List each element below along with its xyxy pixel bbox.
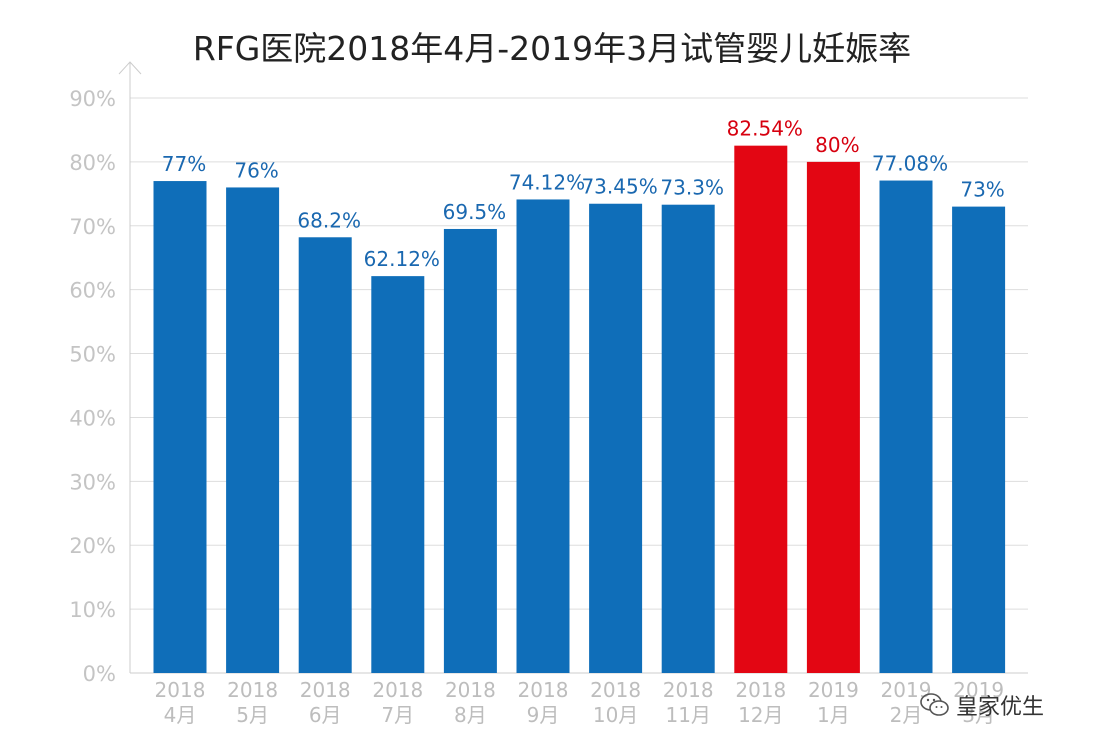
bar <box>298 237 352 673</box>
data-label: 62.12% <box>364 247 440 271</box>
data-label: 68.2% <box>297 208 361 232</box>
data-label: 73% <box>960 178 1004 202</box>
x-tick-label-year: 2018 <box>663 678 714 702</box>
grid-lines <box>130 97 1028 610</box>
x-tick-label-year: 2018 <box>372 678 423 702</box>
bar <box>589 203 643 673</box>
x-tick-label-year: 2018 <box>155 678 206 702</box>
data-label: 73.45% <box>581 175 657 199</box>
x-tick-label-month: 6月 <box>309 703 342 727</box>
y-tick-label: 20% <box>69 534 116 558</box>
x-tick-label-year: 2019 <box>953 678 1004 702</box>
y-tick-label: 30% <box>69 470 116 494</box>
data-label: 77% <box>162 152 206 176</box>
y-tick-label: 50% <box>69 343 116 367</box>
x-tick-label-month: 5月 <box>236 703 269 727</box>
bar <box>516 199 570 673</box>
data-labels: 77% 76% 68.2%62.12%69.5%74.12%73.45% 73.3% 8… <box>162 117 1005 271</box>
watermark-text: 皇家优生 <box>956 695 1045 720</box>
y-tick-label: 60% <box>69 279 116 303</box>
bar <box>734 145 788 673</box>
wechat-icon <box>920 693 949 716</box>
bar <box>806 161 860 673</box>
y-axis <box>118 61 1028 674</box>
y-tick-labels: 0% 10% 20% 30% 40% 50% 60% 70% 80% 90% <box>69 87 116 686</box>
data-label: 82.54% <box>727 117 803 141</box>
bar <box>153 181 207 674</box>
y-tick-label: 10% <box>69 598 116 622</box>
x-tick-label-month: 7月 <box>381 703 414 727</box>
x-tick-label-year: 2018 <box>590 678 641 702</box>
bar <box>661 204 715 673</box>
x-tick-label-month: 9月 <box>527 703 560 727</box>
y-tick-label: 80% <box>69 151 116 175</box>
x-tick-label-year: 2018 <box>227 678 278 702</box>
watermark: 皇家优生 <box>920 690 1044 720</box>
bar <box>443 228 497 673</box>
y-tick-label: 70% <box>69 215 116 239</box>
x-tick-label-month: 4月 <box>164 703 197 727</box>
x-tick-label-year: 2018 <box>735 678 786 702</box>
data-label: 80% <box>815 133 859 157</box>
data-label: 77.08% <box>872 152 948 176</box>
x-tick-label-month: 10月 <box>593 703 638 727</box>
data-label: 76% <box>234 158 278 182</box>
x-tick-label-year: 2018 <box>445 678 496 702</box>
bar <box>226 187 280 673</box>
y-tick-label: 0% <box>83 662 116 686</box>
x-tick-label-month: 11月 <box>665 703 710 727</box>
x-tick-labels: 20184月20185月20186月20187月20188月20189月2018… <box>155 678 1005 727</box>
x-tick-label-month: 12月 <box>738 703 783 727</box>
bar <box>371 276 425 673</box>
x-tick-label-year: 2019 <box>808 678 859 702</box>
x-tick-label-month: 1月 <box>817 703 850 727</box>
x-tick-label-year: 2018 <box>300 678 351 702</box>
x-tick-label-month: 2月 <box>890 703 923 727</box>
bar <box>879 180 933 674</box>
bars <box>153 145 1006 674</box>
y-tick-label: 40% <box>69 406 116 430</box>
bar <box>952 206 1006 673</box>
data-label: 73.3% <box>660 176 724 200</box>
x-tick-label-month: 8月 <box>454 703 487 727</box>
chart-title: RFG医院2018年4月-2019年3月试管婴儿妊娠率 <box>192 29 912 68</box>
data-label: 74.12% <box>509 170 585 194</box>
y-axis-arrow <box>118 61 142 75</box>
data-label: 69.5% <box>443 200 507 224</box>
x-tick-label-year: 2018 <box>518 678 569 702</box>
y-tick-label: 90% <box>69 87 116 111</box>
x-tick-label-month: 3月 <box>962 703 995 727</box>
